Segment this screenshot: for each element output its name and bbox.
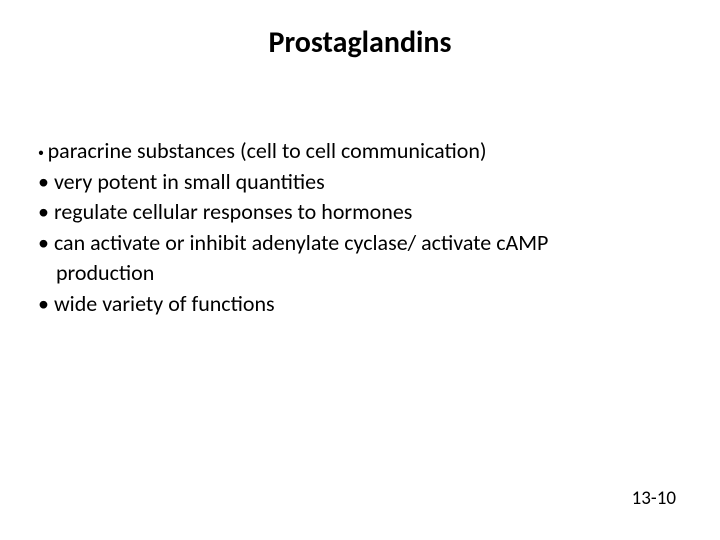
slide-content: • paracrine substances (cell to cell com…	[38, 137, 682, 319]
slide-container: Prostaglandins • paracrine substances (c…	[0, 0, 720, 540]
bullet-marker-icon: •	[38, 198, 54, 225]
bullet-item: • can activate or inhibit adenylate cycl…	[38, 229, 682, 258]
bullet-marker-icon: •	[38, 168, 54, 195]
bullet-text: production	[56, 259, 154, 286]
bullet-item: • very potent in small quantities	[38, 168, 682, 197]
bullet-item: • paracrine substances (cell to cell com…	[38, 137, 682, 166]
bullet-text: wide variety of functions	[54, 290, 275, 317]
bullet-item-continuation: production	[38, 259, 682, 288]
bullet-text: very potent in small quantities	[54, 168, 325, 195]
bullet-item: • regulate cellular responses to hormone…	[38, 198, 682, 227]
bullet-text: regulate cellular responses to hormones	[54, 198, 412, 225]
bullet-marker-icon: •	[38, 290, 54, 317]
slide-title: Prostaglandins	[38, 24, 682, 61]
bullet-marker-icon: •	[38, 229, 54, 256]
bullet-text: can activate or inhibit adenylate cyclas…	[54, 229, 548, 256]
page-number: 13-10	[632, 487, 676, 510]
bullet-item: • wide variety of functions	[38, 290, 682, 319]
bullet-text: paracrine substances (cell to cell commu…	[48, 137, 487, 164]
bullet-marker-icon: •	[38, 146, 44, 160]
